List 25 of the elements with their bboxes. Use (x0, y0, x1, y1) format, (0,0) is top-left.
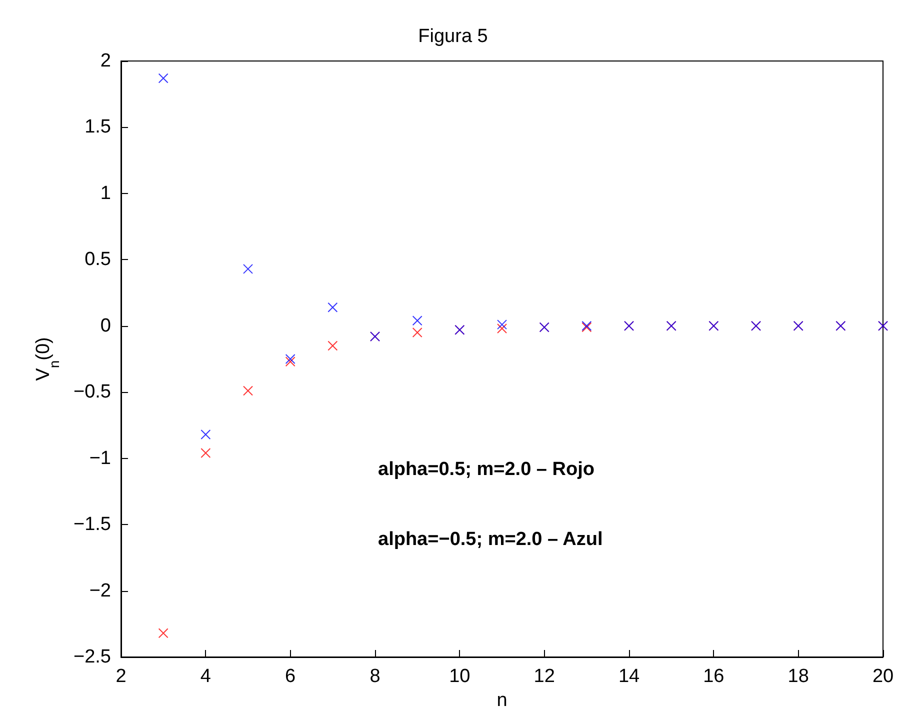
x-tick-label: 18 (788, 666, 809, 687)
x-tick-label: 16 (703, 666, 724, 687)
annotation: alpha=0.5; m=2.0 – Rojo (378, 459, 594, 480)
x-tick-label: 14 (618, 666, 640, 687)
x-tick-label: 4 (200, 666, 212, 687)
y-tick-label: −1 (89, 448, 111, 469)
y-tick-label: 0.5 (84, 249, 111, 270)
y-tick-label: −2 (89, 580, 111, 602)
x-tick-label: 2 (116, 666, 126, 687)
y-tick-label: −0.5 (73, 382, 111, 403)
y-tick-label: 1 (100, 182, 111, 204)
x-tick-label: 20 (872, 666, 894, 687)
y-tick-label: −1.5 (73, 514, 111, 536)
annotation: alpha=−0.5; m=2.0 – Azul (378, 529, 603, 550)
x-axis-title: n (496, 690, 508, 711)
x-tick-label: 10 (449, 666, 470, 687)
x-tick-label: 8 (370, 666, 380, 687)
y-tick-label: 1.5 (84, 116, 111, 138)
chart-title: Figura 5 (418, 26, 488, 47)
y-tick-label: 0 (100, 315, 111, 336)
y-axis-title: Vn(0) (33, 337, 62, 381)
y-tick-label: 2 (100, 50, 111, 72)
x-tick-label: 12 (534, 666, 555, 687)
y-tick-label: −2.5 (73, 646, 111, 668)
x-tick-label: 6 (285, 666, 296, 687)
